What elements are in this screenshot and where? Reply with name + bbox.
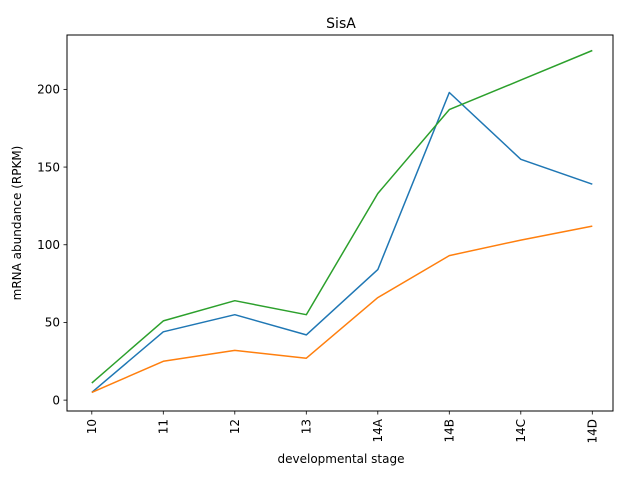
x-tick-label: 14B <box>443 419 457 443</box>
series-line-3 <box>91 49 593 384</box>
x-tick-label: 13 <box>300 419 314 434</box>
series-layer <box>91 49 593 394</box>
series-line-1 <box>91 91 593 393</box>
x-tick-label: 11 <box>157 419 171 434</box>
x-tick-label: 12 <box>228 419 242 434</box>
x-tick-label: 10 <box>85 419 99 434</box>
x-tick-label: 14C <box>514 419 528 443</box>
y-axis: 0 50 100 150 200 <box>37 83 67 407</box>
plot-frame <box>66 34 614 412</box>
x-axis-label: developmental stage <box>278 452 405 466</box>
y-tick-label: 100 <box>37 238 60 252</box>
y-axis-label: mRNA abundance (RPKM) <box>10 146 24 301</box>
series-line-2 <box>91 225 593 394</box>
x-tick-label: 14D <box>586 419 600 444</box>
y-tick-label: 0 <box>52 393 60 407</box>
x-tick-label: 14A <box>371 418 385 442</box>
x-axis: 10 11 12 13 14A 14B 14C 14D <box>85 411 600 444</box>
y-tick-label: 200 <box>37 83 60 97</box>
chart-title: SisA <box>326 16 356 32</box>
y-tick-label: 50 <box>45 316 60 330</box>
y-tick-label: 150 <box>37 160 60 174</box>
